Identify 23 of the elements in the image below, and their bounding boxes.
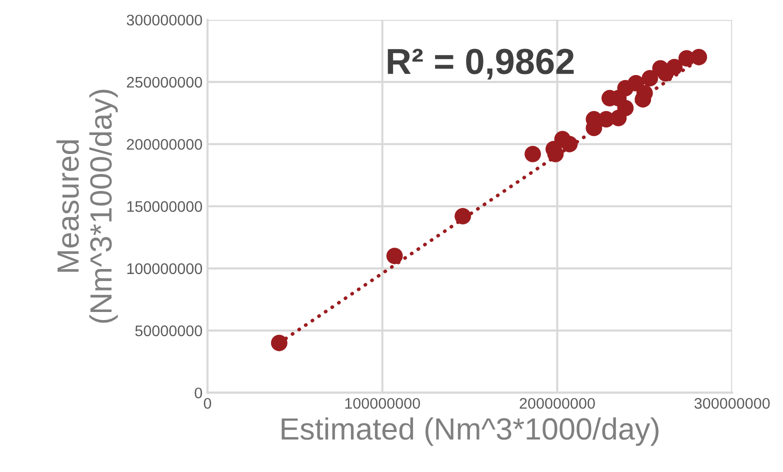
y-axis-title: Measured (Nm^3*1000/day)	[56, 90, 118, 323]
point	[642, 70, 658, 86]
point	[617, 100, 634, 116]
annotation: R² = 0,9862	[388, 48, 574, 80]
point	[454, 208, 472, 224]
y-tick-label: 0	[194, 388, 202, 398]
y-tick-label: 200000000	[126, 138, 202, 150]
x-tick-label: 200000000	[520, 398, 595, 409]
point	[666, 58, 683, 76]
y-tick-label: 300000000	[126, 14, 202, 26]
y-tick-label: 100000000	[127, 263, 202, 274]
x-tick-label: 300000000	[694, 398, 770, 409]
point	[690, 48, 708, 66]
y-tick-label: 150000000	[127, 201, 202, 212]
point	[386, 248, 403, 264]
point	[524, 146, 541, 162]
point	[270, 334, 288, 352]
point	[561, 136, 578, 152]
y-tick-label: 250000000	[126, 76, 202, 88]
x-axis-title: Estimated (Nm^3*1000/day)	[282, 417, 658, 446]
x-tick-label: 0	[204, 398, 212, 409]
y-tick-label: 50000000	[135, 325, 202, 336]
x-tick-label: 100000000	[345, 398, 420, 409]
